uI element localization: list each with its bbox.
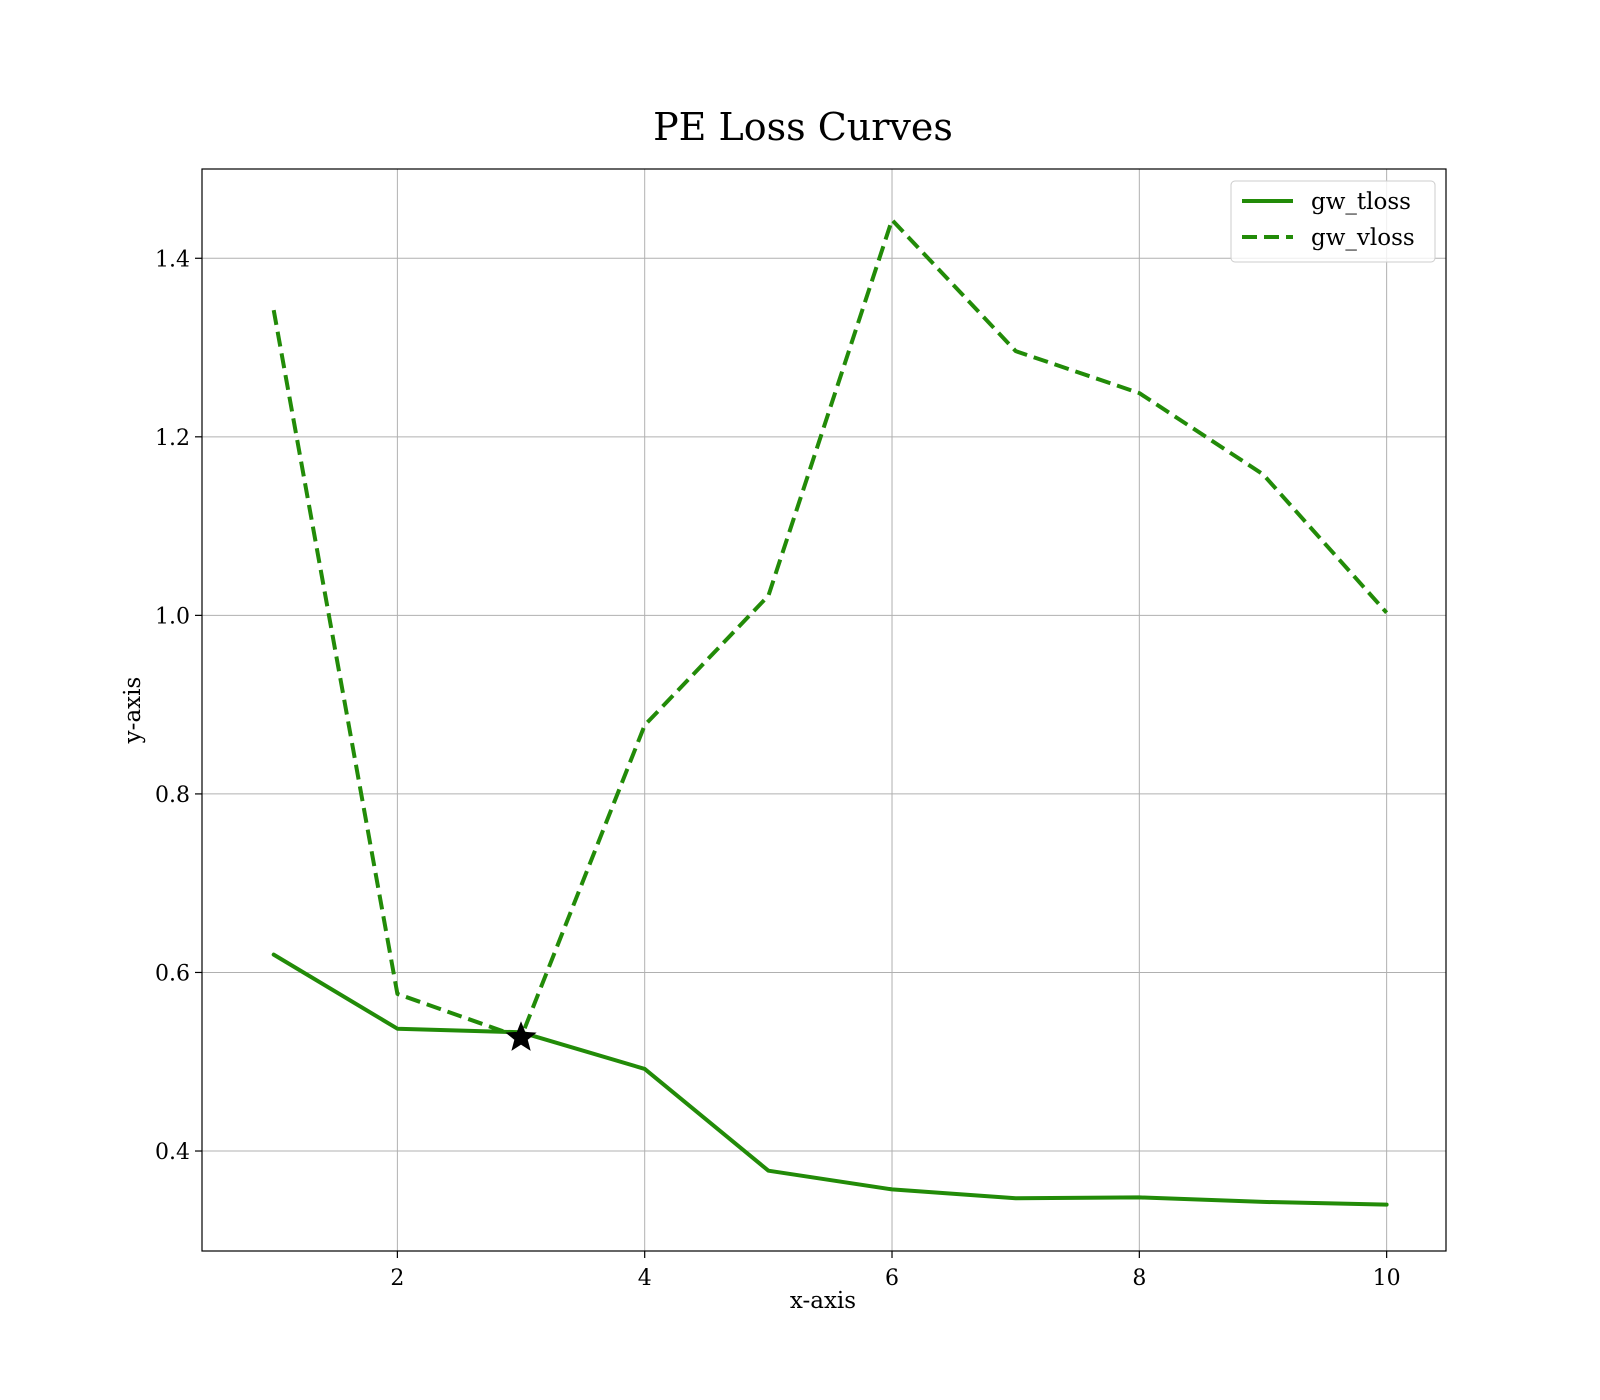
data-point-gw_vloss-6 — [890, 218, 894, 222]
series-layer — [271, 217, 1389, 1207]
data-point-gw_vloss-7 — [1014, 349, 1018, 353]
x-tick-label: 4 — [638, 1266, 652, 1291]
chart-title: PE Loss Curves — [653, 105, 953, 149]
y-axis-label: y-axis — [120, 677, 146, 745]
data-point-gw_vloss-10 — [1385, 611, 1389, 615]
data-point-gw_tloss-9 — [1261, 1200, 1265, 1204]
plot-frame — [201, 168, 1447, 1252]
y-tick-label: 1.0 — [155, 604, 190, 629]
data-point-gw_tloss-5 — [766, 1169, 770, 1173]
y-tick-label: 0.8 — [155, 783, 190, 808]
data-point-gw_tloss-4 — [643, 1067, 647, 1071]
series-line-gw_tloss — [271, 952, 1389, 1207]
tick-layer: 2 4 6 8 10 0.4 0.6 0.8 1.0 1.2 1.4 — [155, 247, 1401, 1291]
star-marker-icon — [505, 1021, 537, 1051]
data-point-gw_vloss-4 — [643, 723, 647, 727]
x-tick-label: 6 — [885, 1266, 899, 1291]
data-point-gw_vloss-1 — [272, 308, 276, 312]
data-point-gw_vloss-2 — [395, 992, 399, 996]
x-tick-label: 8 — [1132, 1266, 1146, 1291]
data-point-gw_tloss-6 — [890, 1187, 894, 1191]
data-point-gw_tloss-8 — [1137, 1195, 1141, 1199]
data-point-gw_tloss-10 — [1385, 1203, 1389, 1207]
series-line-gw_vloss — [271, 217, 1389, 1040]
y-tick-label: 0.6 — [155, 961, 190, 986]
marker-layer — [505, 1021, 537, 1051]
x-axis-label: x-axis — [790, 1288, 856, 1314]
legend-label-gw-tloss: gw_tloss — [1311, 189, 1411, 215]
data-point-gw_vloss-8 — [1137, 391, 1141, 395]
x-tick-label: 10 — [1373, 1266, 1401, 1291]
data-point-gw_vloss-5 — [766, 594, 770, 598]
data-point-gw_tloss-1 — [272, 953, 276, 957]
x-tick-label: 2 — [390, 1266, 404, 1291]
legend: gw_tloss gw_vloss — [1230, 180, 1436, 263]
y-tick-label: 1.2 — [155, 426, 190, 451]
data-point-gw_tloss-2 — [395, 1027, 399, 1031]
grid-layer — [202, 169, 1446, 1251]
y-tick-label: 1.4 — [155, 247, 190, 272]
data-point-gw_vloss-9 — [1261, 472, 1265, 476]
data-point-gw_tloss-7 — [1014, 1196, 1018, 1200]
y-tick-label: 0.4 — [155, 1140, 190, 1165]
legend-label-gw-vloss: gw_vloss — [1311, 225, 1415, 251]
